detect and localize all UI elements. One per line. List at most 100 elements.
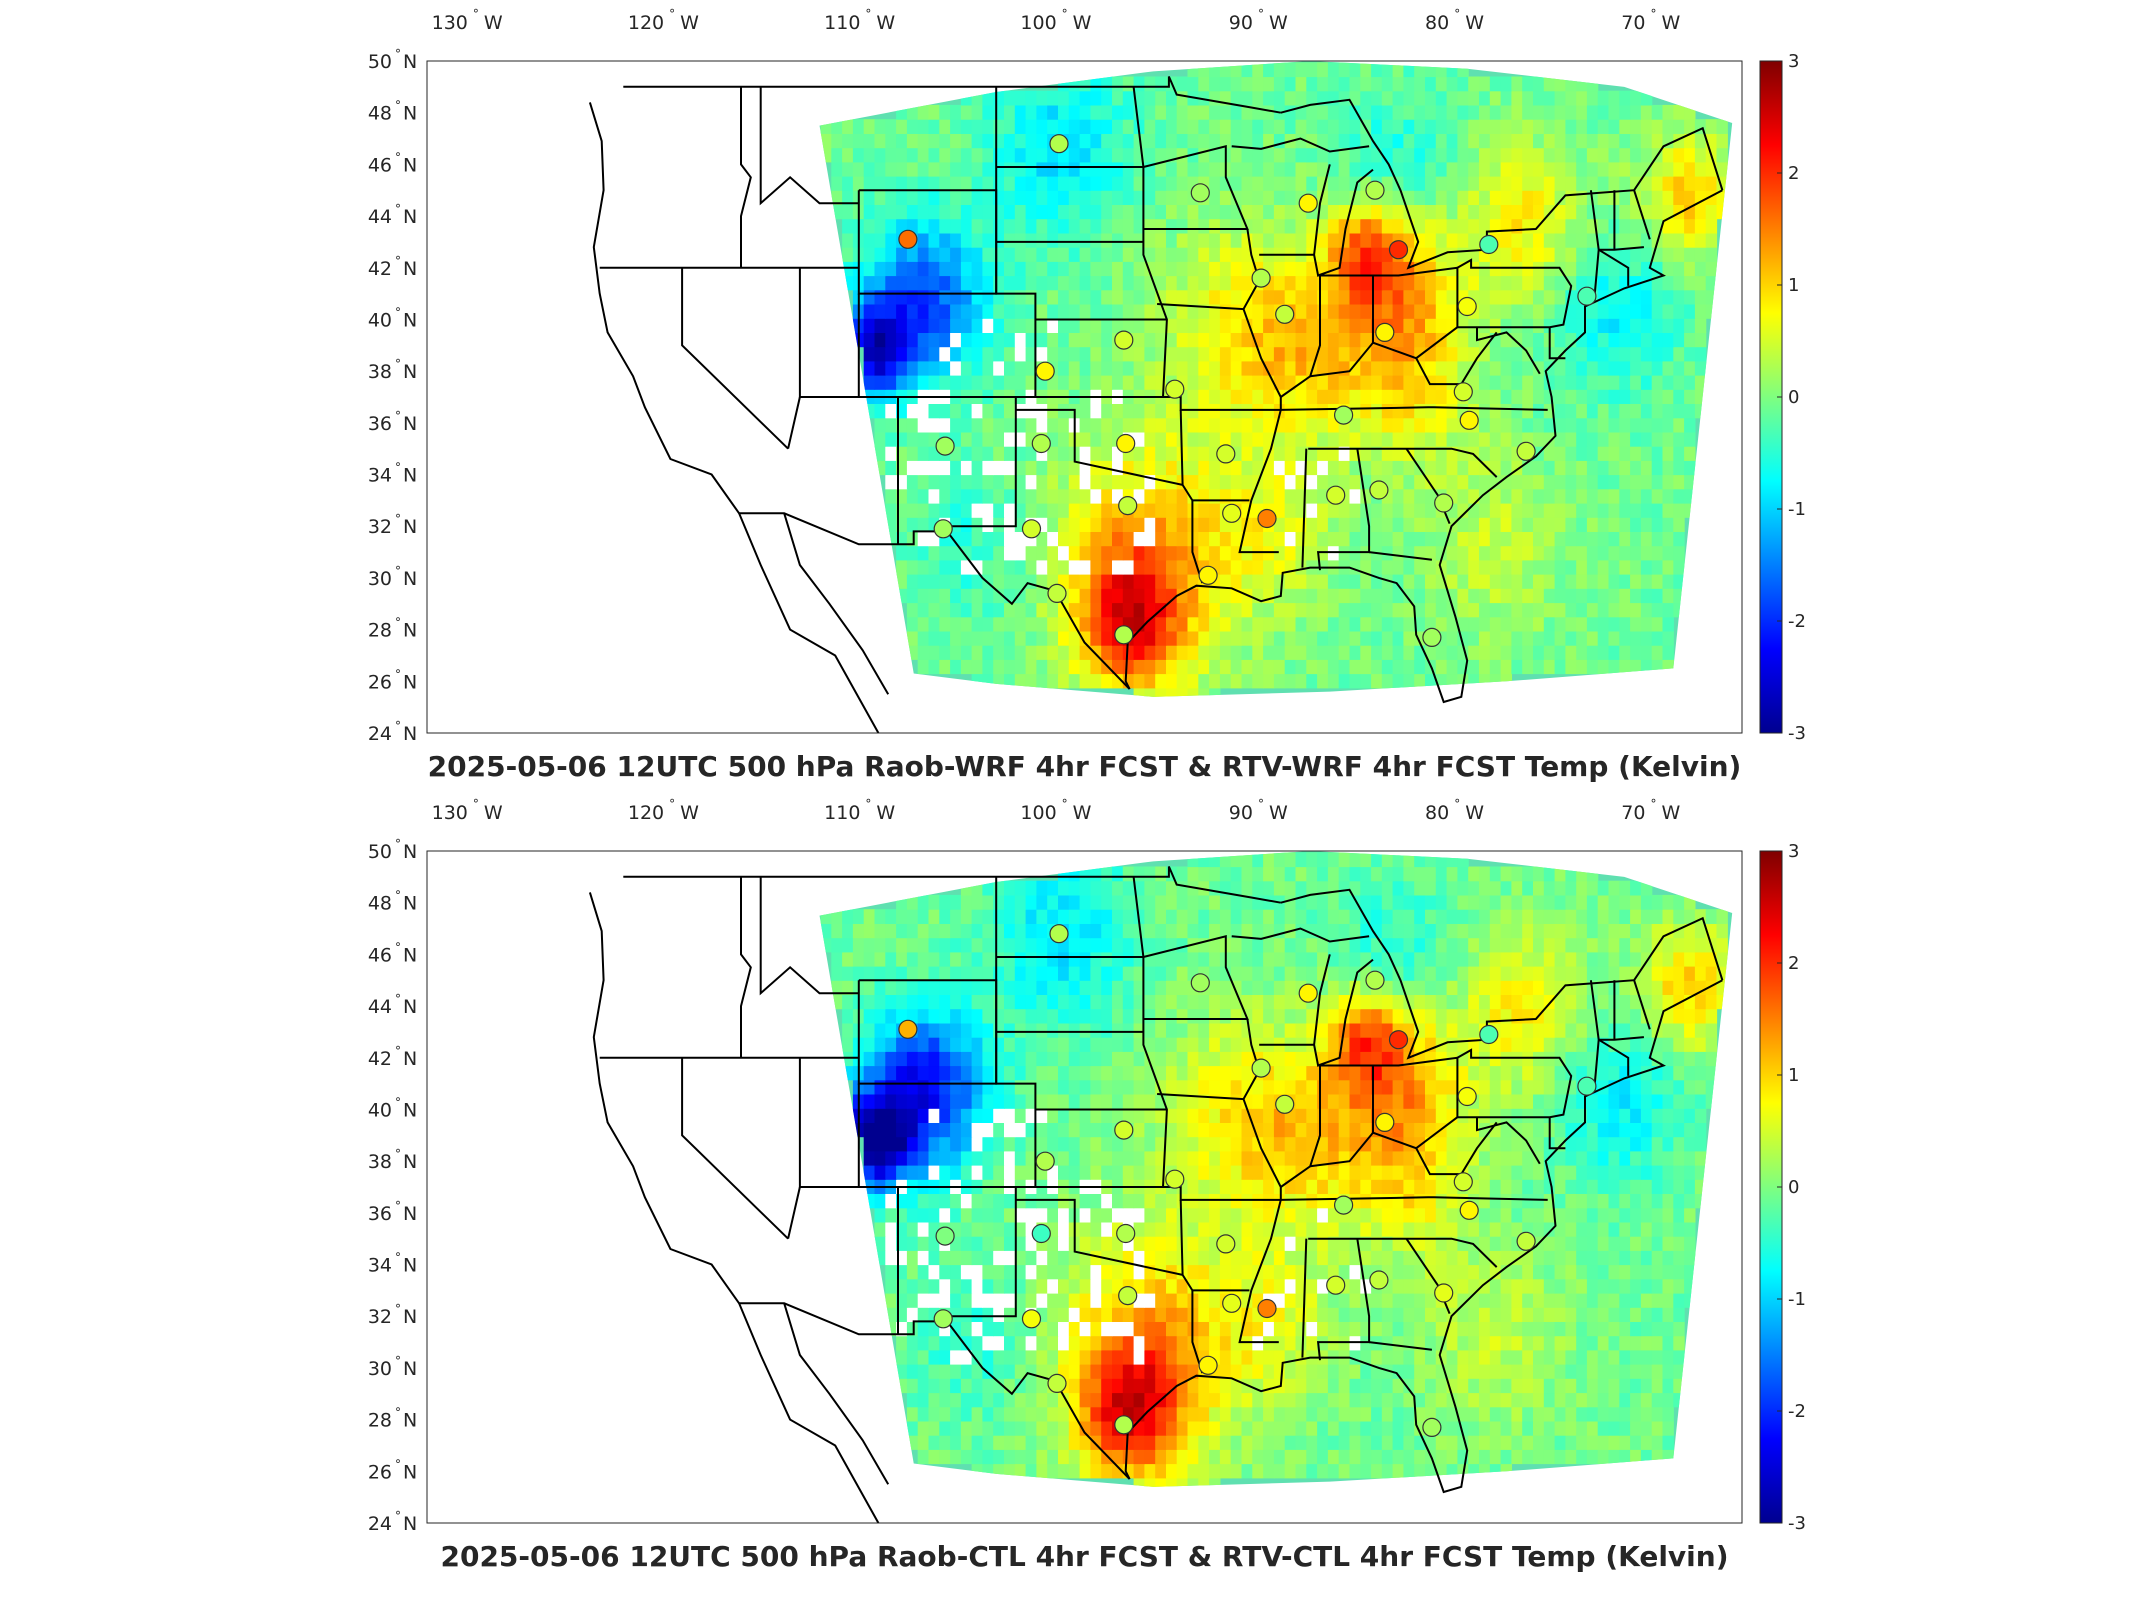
svg-text:N: N — [403, 516, 417, 538]
latitude-tick-label: 38 ° N — [368, 357, 417, 383]
station-marker — [1114, 1120, 1134, 1140]
station-marker — [1365, 970, 1385, 990]
station-marker — [1021, 1309, 1042, 1329]
latitude-tick-label: 50 ° N — [368, 837, 417, 863]
colorbar-tick-label: -3 — [1788, 723, 1806, 744]
station-marker — [1165, 379, 1185, 399]
longitude-tick-label: 70 ° W — [1621, 7, 1680, 34]
svg-text:°: ° — [473, 7, 479, 21]
longitude-tick-label: 130 ° W — [432, 7, 503, 34]
svg-text:°: ° — [865, 7, 871, 21]
latitude-tick-label: 26 ° N — [368, 1457, 417, 1483]
station-marker — [1298, 983, 1318, 1003]
svg-text:42: 42 — [368, 258, 392, 280]
svg-text:26: 26 — [368, 671, 392, 693]
colorbar-tick-label: -1 — [1788, 1289, 1806, 1310]
latitude-tick-label: 28 ° N — [368, 616, 417, 642]
latitude-tick-label: 36 ° N — [368, 1199, 417, 1225]
station-marker — [1114, 1415, 1134, 1435]
station-marker — [1047, 583, 1067, 604]
station-marker — [1434, 1283, 1454, 1303]
station-marker — [1326, 485, 1346, 505]
svg-text:°: ° — [395, 202, 401, 216]
longitude-tick-label: 120 ° W — [628, 7, 699, 34]
station-marker — [1577, 286, 1597, 306]
station-marker — [935, 1226, 955, 1246]
svg-text:N: N — [403, 103, 417, 125]
colorbar-tick-label: 1 — [1788, 1065, 1799, 1086]
svg-text:80: 80 — [1425, 12, 1449, 34]
latitude-tick-label: 38 ° N — [368, 1147, 417, 1173]
station-marker — [1388, 240, 1409, 260]
svg-text:34: 34 — [368, 465, 392, 487]
latitude-tick-label: 42 ° N — [368, 254, 417, 280]
station-marker — [1479, 234, 1499, 255]
latitude-tick-label: 28 ° N — [368, 1406, 417, 1432]
station-marker — [1434, 493, 1454, 513]
station-marker — [1116, 1223, 1136, 1244]
station-marker — [1114, 625, 1134, 645]
longitude-tick-label: 80 ° W — [1425, 797, 1484, 824]
svg-text:40: 40 — [368, 309, 392, 331]
svg-text:24: 24 — [368, 723, 392, 745]
longitude-tick-label: 110 ° W — [824, 797, 895, 824]
station-marker — [1453, 382, 1473, 402]
station-marker — [1375, 1112, 1395, 1132]
longitude-tick-label: 100 ° W — [1020, 7, 1091, 34]
svg-text:W: W — [1269, 12, 1288, 34]
station-marker — [1198, 565, 1218, 585]
svg-text:N: N — [403, 671, 417, 693]
station-marker — [1049, 134, 1069, 154]
svg-text:°: ° — [395, 99, 401, 113]
latitude-tick-label: 46 ° N — [368, 940, 417, 966]
longitude-tick-label: 130 ° W — [432, 797, 503, 824]
station-marker — [1021, 519, 1042, 539]
svg-text:N: N — [403, 620, 417, 642]
station-marker — [933, 1309, 953, 1329]
station-marker — [1257, 1298, 1277, 1319]
latitude-tick-label: 46 ° N — [368, 150, 417, 176]
longitude-tick-label: 80 ° W — [1425, 7, 1484, 34]
svg-text:°: ° — [1258, 7, 1264, 21]
svg-text:48: 48 — [368, 103, 392, 125]
station-marker — [1457, 1086, 1477, 1107]
colorbar-tick-label: 0 — [1788, 1177, 1799, 1198]
station-marker — [1422, 1417, 1442, 1438]
svg-text:W: W — [484, 12, 503, 34]
raob-stations — [898, 134, 1597, 648]
svg-text:°: ° — [395, 719, 401, 733]
svg-text:W: W — [1465, 12, 1484, 34]
station-marker — [1333, 405, 1354, 425]
station-marker — [1275, 1094, 1295, 1114]
colorbar-tick-label: -2 — [1788, 1401, 1806, 1422]
svg-text:°: ° — [395, 512, 401, 526]
svg-text:N: N — [403, 723, 417, 745]
svg-text:32: 32 — [368, 516, 392, 538]
svg-text:N: N — [403, 568, 417, 590]
svg-text:°: ° — [395, 305, 401, 319]
colorbar-tick-label: -2 — [1788, 611, 1806, 632]
svg-text:130: 130 — [432, 12, 468, 34]
station-marker — [1516, 1231, 1536, 1251]
anomaly-field — [819, 61, 1733, 697]
longitude-tick-label: 70 ° W — [1621, 797, 1680, 824]
latitude-tick-label: 24 ° N — [368, 719, 417, 745]
latitude-tick-label: 50 ° N — [368, 47, 417, 73]
longitude-tick-label: 90 ° W — [1229, 797, 1288, 824]
svg-text:W: W — [1661, 12, 1680, 34]
axes-frame — [426, 60, 1743, 734]
station-marker — [1375, 322, 1395, 342]
station-marker — [935, 436, 955, 456]
colorbar-tick-label: 3 — [1788, 841, 1799, 862]
station-marker — [1190, 183, 1210, 203]
svg-text:W: W — [680, 12, 699, 34]
svg-text:°: ° — [395, 254, 401, 268]
svg-text:38: 38 — [368, 361, 392, 383]
svg-text:46: 46 — [368, 154, 392, 176]
station-marker — [1333, 1195, 1354, 1215]
svg-text:N: N — [403, 206, 417, 228]
longitude-tick-label: 110 ° W — [824, 7, 895, 34]
station-marker — [1165, 1169, 1185, 1189]
station-marker — [1369, 480, 1389, 500]
svg-text:120: 120 — [628, 12, 664, 34]
